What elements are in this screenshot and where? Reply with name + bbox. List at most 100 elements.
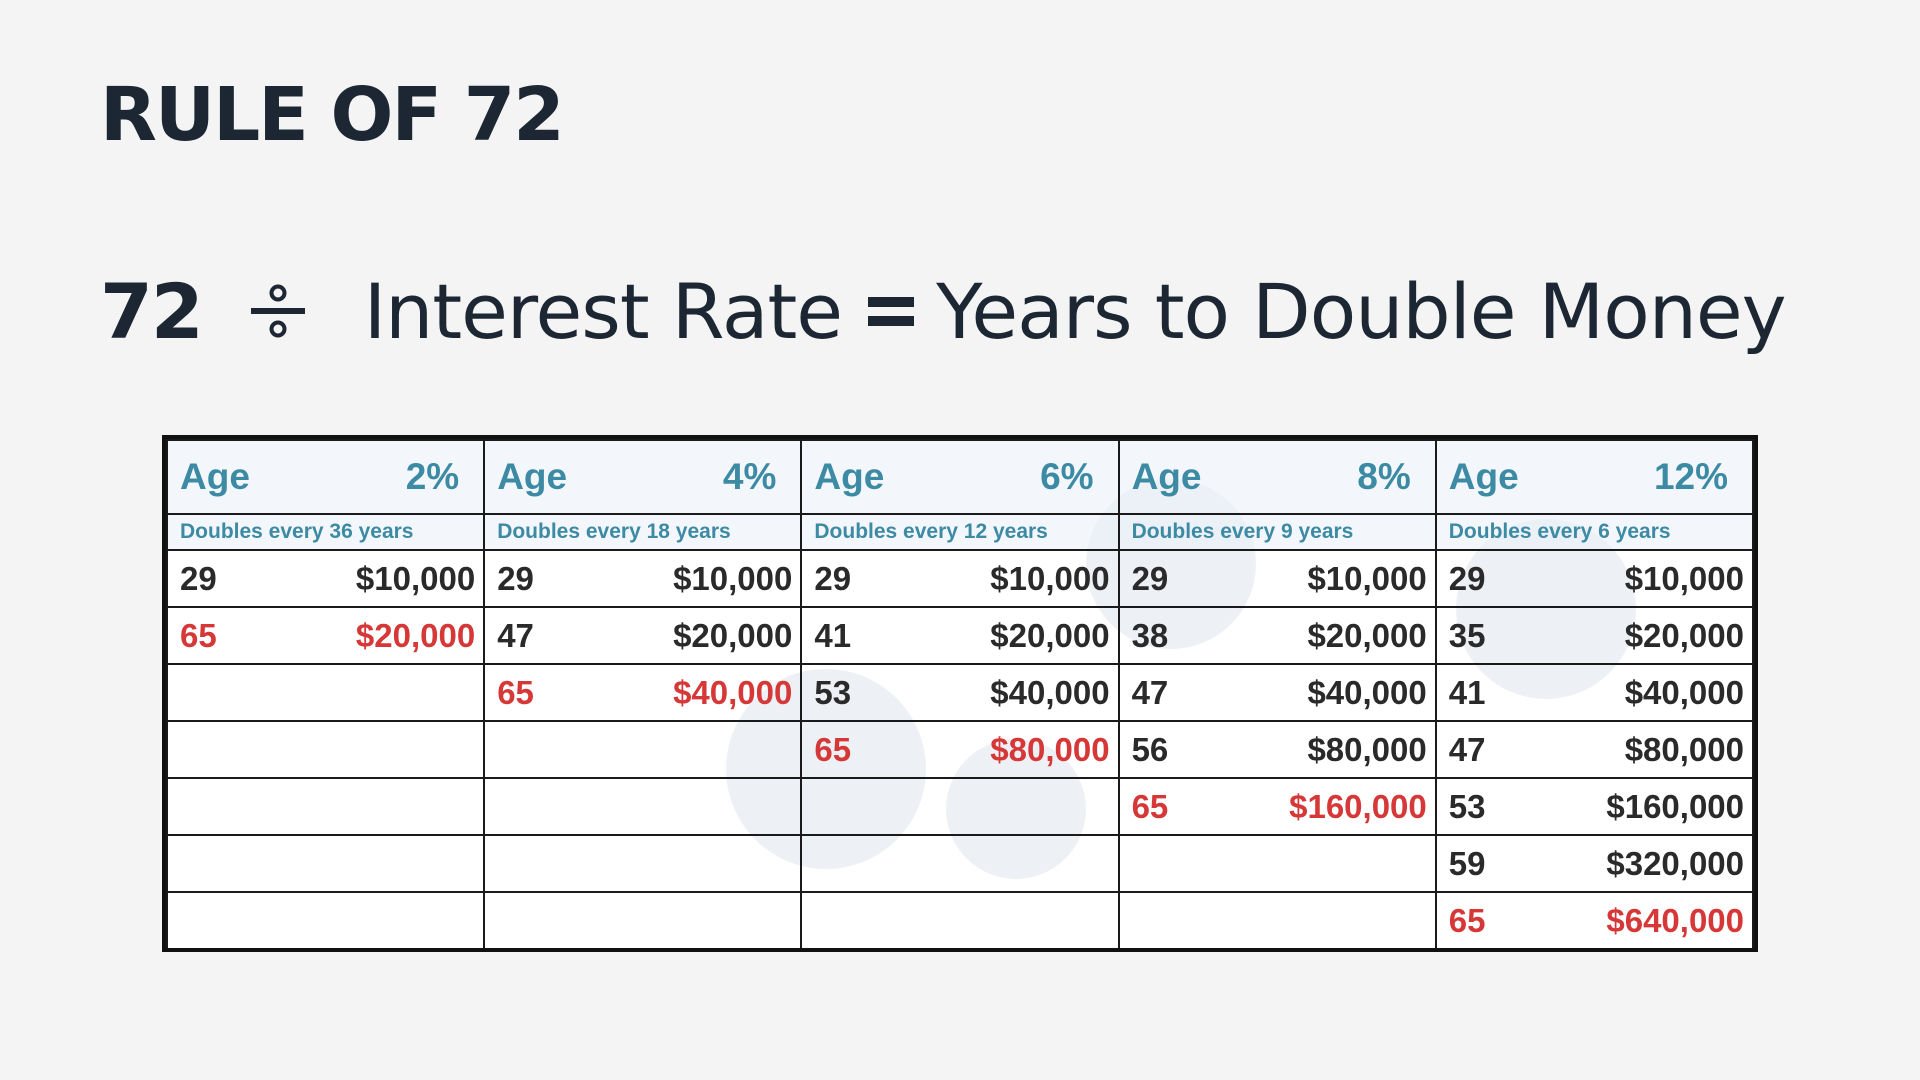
table-row: 65 $20,000 47 $20,000 41 $20,000 38 $20,000 35 $2…	[166, 606, 1754, 665]
subtitle-cell: Doubles every 6 years	[1434, 513, 1754, 551]
value-cell: 41 $20,000	[802, 617, 1117, 655]
age-value: 65	[1131, 787, 1169, 825]
doubling-subtitle: Doubles every 12 years	[814, 520, 1048, 543]
table-row: 29 $10,000 29 $10,000 29 $10,000 29 $10,000 29 $1…	[166, 549, 1754, 608]
table-cell	[1117, 891, 1437, 948]
table-cell: 29 $10,000	[1434, 549, 1754, 608]
header-content: Age 8%	[1120, 456, 1435, 498]
age-value: 56	[1131, 730, 1169, 768]
value-cell: 47 $80,000	[1437, 731, 1752, 769]
subtitle-cell: Doubles every 12 years	[800, 513, 1120, 551]
table-cell: 53 $40,000	[800, 663, 1120, 722]
final-value-cell: 65 $20,000	[168, 617, 483, 655]
age-header: Age	[497, 456, 568, 497]
value-cell: 47 $20,000	[485, 617, 800, 655]
age-value: 65	[1448, 901, 1486, 939]
doubling-subtitle: Doubles every 6 years	[1448, 520, 1671, 543]
age-value: 53	[814, 673, 852, 711]
rate-header: 8%	[1357, 456, 1411, 497]
header-cell: Age 2%	[166, 439, 486, 515]
header-content: Age 2%	[168, 456, 483, 498]
money-value: $20,000	[1624, 616, 1744, 654]
money-value: $10,000	[355, 559, 476, 597]
table-cell: 65 $160,000	[1117, 777, 1437, 836]
table-cell: 29 $10,000	[483, 549, 803, 608]
doubling-subtitle: Doubles every 36 years	[180, 520, 414, 543]
formula-number: 72	[100, 266, 204, 356]
money-value: $10,000	[1307, 559, 1427, 597]
money-value: $20,000	[1307, 616, 1427, 654]
table-cell: 35 $20,000	[1434, 606, 1754, 665]
age-header: Age	[1131, 456, 1202, 497]
formula-right-phrase: Years to Double Money	[936, 266, 1787, 356]
rate-header: 12%	[1653, 456, 1728, 497]
age-value: 29	[180, 559, 217, 597]
money-value: $10,000	[673, 559, 793, 597]
money-value: $640,000	[1606, 901, 1744, 939]
table-cell: 65 $80,000	[800, 720, 1120, 779]
value-cell: 29 $10,000	[168, 560, 483, 598]
table-cell	[800, 777, 1120, 836]
doubling-subtitle: Doubles every 18 years	[497, 520, 731, 543]
rate-header: 2%	[405, 456, 460, 497]
table-cell: 65 $640,000	[1434, 891, 1754, 948]
table-cell: 53 $160,000	[1434, 777, 1754, 836]
table-cell	[483, 777, 803, 836]
equals-sign-icon	[868, 297, 915, 326]
age-value: 65	[814, 730, 852, 768]
final-value-cell: 65 $640,000	[1437, 902, 1752, 940]
table-cell	[483, 891, 803, 948]
table-cell: 29 $10,000	[166, 549, 486, 608]
table-cell: 56 $80,000	[1117, 720, 1437, 779]
value-cell: 38 $20,000	[1120, 617, 1435, 655]
header-cell: Age 12%	[1434, 439, 1754, 515]
table-row: 59 $320,000	[166, 834, 1754, 893]
table-cell: 47 $20,000	[483, 606, 803, 665]
table-cell	[800, 891, 1120, 948]
table-row: 65 $80,000 56 $80,000 47 $80,000	[166, 720, 1754, 779]
age-value: 65	[180, 616, 217, 654]
rate-header: 4%	[722, 456, 777, 497]
value-cell: 35 $20,000	[1437, 617, 1752, 655]
final-value-cell: 65 $160,000	[1120, 788, 1435, 826]
money-value: $20,000	[990, 616, 1110, 654]
table-cell	[166, 777, 486, 836]
age-header: Age	[1448, 456, 1519, 497]
age-value: 47	[497, 616, 534, 654]
subtitle-cell: Doubles every 18 years	[483, 513, 803, 551]
money-value: $10,000	[990, 559, 1110, 597]
formula-left-phrase: Interest Rate	[363, 266, 843, 356]
rule-table-grid: Age 2% Age 4% Age 6% Age 8% Age 12% Doubles every …	[166, 439, 1754, 948]
age-value: 29	[497, 559, 534, 597]
value-cell: 53 $160,000	[1437, 788, 1752, 826]
age-value: 35	[1448, 616, 1486, 654]
age-value: 65	[497, 673, 534, 711]
money-value: $20,000	[673, 616, 793, 654]
formula: 72 Interest Rate Years to Double Money	[100, 266, 1787, 356]
header-row: Age 2% Age 4% Age 6% Age 8% Age 12%	[166, 439, 1754, 515]
division-sign-icon	[250, 284, 305, 338]
age-value: 29	[1448, 559, 1486, 597]
table-cell	[166, 834, 486, 893]
table-cell: 41 $40,000	[1434, 663, 1754, 722]
money-value: $10,000	[1624, 559, 1744, 597]
table-cell: 65 $20,000	[166, 606, 486, 665]
value-cell: 29 $10,000	[802, 560, 1117, 598]
table-cell: 29 $10,000	[800, 549, 1120, 608]
age-value: 59	[1448, 844, 1486, 882]
money-value: $320,000	[1606, 844, 1744, 882]
money-value: $40,000	[1307, 673, 1427, 711]
table-row: 65 $160,000 53 $160,000	[166, 777, 1754, 836]
subtitle-row: Doubles every 36 years Doubles every 18 y…	[166, 513, 1754, 551]
table-cell	[1117, 834, 1437, 893]
header-cell: Age 8%	[1117, 439, 1437, 515]
value-cell: 29 $10,000	[485, 560, 800, 598]
doubling-subtitle: Doubles every 9 years	[1131, 520, 1354, 543]
money-value: $80,000	[1624, 730, 1744, 768]
value-cell: 56 $80,000	[1120, 731, 1435, 769]
header-cell: Age 6%	[800, 439, 1120, 515]
money-value: $80,000	[1307, 730, 1427, 768]
table-cell: 59 $320,000	[1434, 834, 1754, 893]
money-value: $20,000	[355, 616, 476, 654]
age-value: 47	[1131, 673, 1169, 711]
